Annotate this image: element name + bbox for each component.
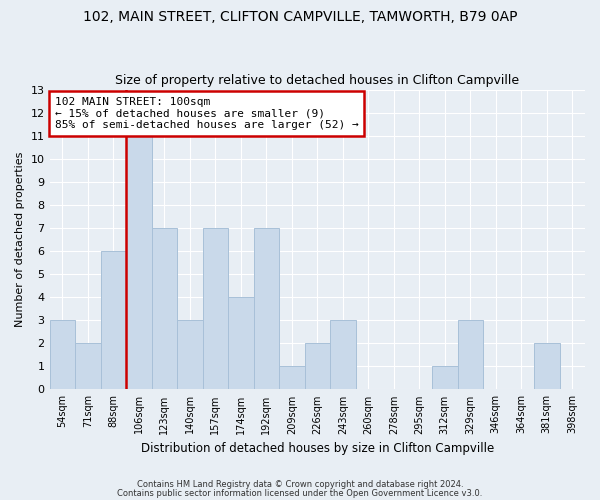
Bar — [177, 320, 203, 390]
Bar — [432, 366, 458, 390]
Bar — [75, 344, 101, 390]
Bar — [305, 344, 330, 390]
Bar — [458, 320, 483, 390]
Text: Contains public sector information licensed under the Open Government Licence v3: Contains public sector information licen… — [118, 489, 482, 498]
Bar — [152, 228, 177, 390]
Title: Size of property relative to detached houses in Clifton Campville: Size of property relative to detached ho… — [115, 74, 520, 87]
Bar — [330, 320, 356, 390]
Bar — [228, 297, 254, 390]
Text: Contains HM Land Registry data © Crown copyright and database right 2024.: Contains HM Land Registry data © Crown c… — [137, 480, 463, 489]
Text: 102, MAIN STREET, CLIFTON CAMPVILLE, TAMWORTH, B79 0AP: 102, MAIN STREET, CLIFTON CAMPVILLE, TAM… — [83, 10, 517, 24]
Bar — [126, 136, 152, 390]
Bar — [50, 320, 75, 390]
X-axis label: Distribution of detached houses by size in Clifton Campville: Distribution of detached houses by size … — [140, 442, 494, 455]
Bar — [279, 366, 305, 390]
Y-axis label: Number of detached properties: Number of detached properties — [15, 152, 25, 327]
Bar — [254, 228, 279, 390]
Bar — [534, 344, 560, 390]
Bar — [101, 251, 126, 390]
Text: 102 MAIN STREET: 100sqm
← 15% of detached houses are smaller (9)
85% of semi-det: 102 MAIN STREET: 100sqm ← 15% of detache… — [55, 97, 359, 130]
Bar — [203, 228, 228, 390]
